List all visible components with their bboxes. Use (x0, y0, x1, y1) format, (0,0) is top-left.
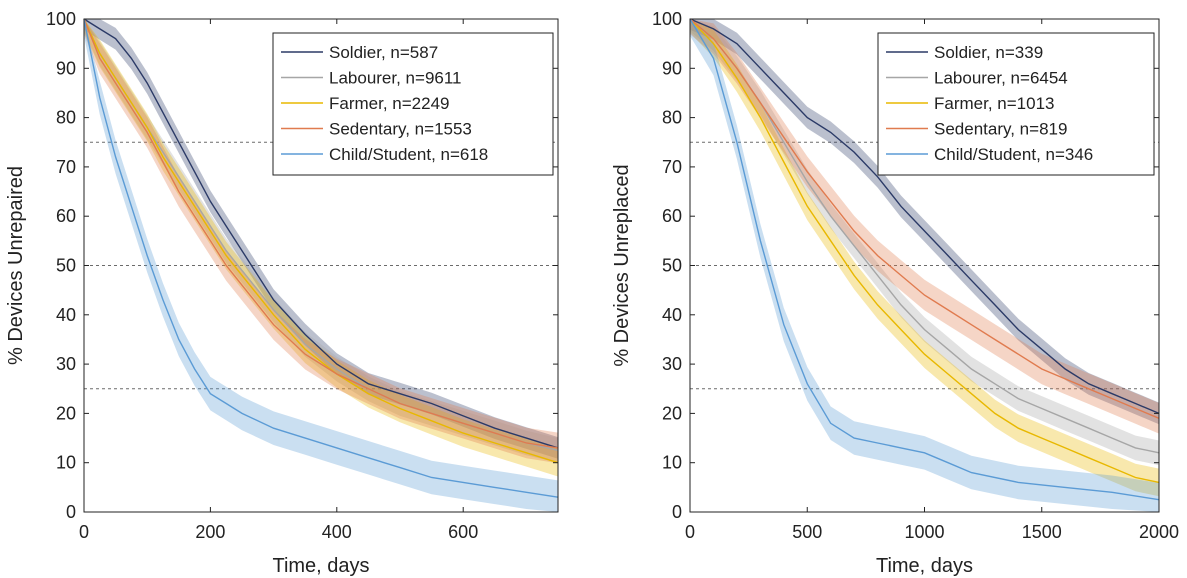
confidence-band (690, 19, 1159, 434)
series-line (83, 18, 559, 449)
legend-entry: Soldier, n=339 (934, 43, 1043, 62)
y-tick-label: 70 (56, 157, 76, 177)
series-line (689, 18, 1160, 501)
legend-entry: Farmer, n=1013 (934, 94, 1055, 113)
confidence-band (690, 19, 1159, 497)
confidence-band (84, 19, 558, 459)
y-tick-label: 100 (46, 9, 76, 29)
y-tick-label: 80 (56, 108, 76, 128)
x-tick-label: 600 (448, 522, 478, 542)
x-tick-label: 200 (195, 522, 225, 542)
y-tick-label: 90 (662, 58, 682, 78)
confidence-band (84, 19, 558, 512)
x-tick-label: 1000 (904, 522, 944, 542)
series-line (83, 18, 559, 464)
x-tick-label: 0 (79, 522, 89, 542)
x-tick-label: 2000 (1139, 522, 1179, 542)
y-tick-label: 30 (56, 354, 76, 374)
x-axis-label: Time, days (876, 555, 973, 577)
y-tick-label: 10 (662, 453, 682, 473)
y-tick-label: 90 (56, 58, 76, 78)
x-axis-label: Time, days (272, 555, 369, 577)
x-tick-label: 0 (685, 522, 695, 542)
y-tick-label: 20 (56, 403, 76, 423)
legend-box (877, 32, 1155, 176)
y-tick-label: 0 (66, 502, 76, 522)
series-line (689, 18, 1160, 484)
series-line (83, 18, 559, 449)
y-tick-label: 60 (662, 206, 682, 226)
y-axis-label: % Devices Unrepaired (5, 166, 27, 365)
legend-box (272, 32, 554, 176)
legend-entry: Farmer, n=2249 (329, 94, 450, 113)
y-tick-label: 10 (56, 453, 76, 473)
legend-entry: Labourer, n=6454 (934, 69, 1068, 88)
legend: Soldier, n=587 Labourer, n=9611 Farmer, n=… (272, 32, 554, 176)
x-tick-label: 500 (792, 522, 822, 542)
y-tick-label: 40 (662, 305, 682, 325)
confidence-band (84, 19, 558, 464)
x-tick-label: 400 (322, 522, 352, 542)
x-tick-label: 1500 (1022, 522, 1062, 542)
y-tick-label: 20 (662, 403, 682, 423)
y-tick-label: 0 (672, 502, 682, 522)
chart-panel-1: 0 10 20 30 40 50 60 70 80 90 100 0 200 400 600 Time, da… (5, 9, 559, 577)
y-tick-label: 60 (56, 206, 76, 226)
y-tick-label: 30 (662, 354, 682, 374)
y-tick-label: 50 (56, 256, 76, 276)
legend-entry: Child/Student, n=618 (329, 145, 488, 164)
legend-entry: Sedentary, n=819 (934, 120, 1067, 139)
confidence-band (690, 19, 1159, 466)
y-tick-label: 50 (662, 256, 682, 276)
series-line (689, 18, 1160, 419)
y-tick-label: 70 (662, 157, 682, 177)
y-tick-label: 80 (662, 108, 682, 128)
legend: Soldier, n=339 Labourer, n=6454 Farmer, n=… (877, 32, 1155, 176)
y-tick-label: 100 (652, 9, 682, 29)
legend-entry: Child/Student, n=346 (934, 145, 1093, 164)
series-line (83, 18, 559, 498)
legend-entry: Soldier, n=587 (329, 43, 438, 62)
y-tick-label: 40 (56, 305, 76, 325)
series-line (689, 18, 1160, 415)
legend-entry: Labourer, n=9611 (329, 69, 462, 88)
series-line (689, 18, 1160, 454)
legend-entry: Sedentary, n=1553 (329, 120, 472, 139)
y-axis-label: % Devices Unreplaced (611, 164, 633, 366)
confidence-band (690, 19, 1159, 512)
confidence-band (690, 19, 1159, 425)
